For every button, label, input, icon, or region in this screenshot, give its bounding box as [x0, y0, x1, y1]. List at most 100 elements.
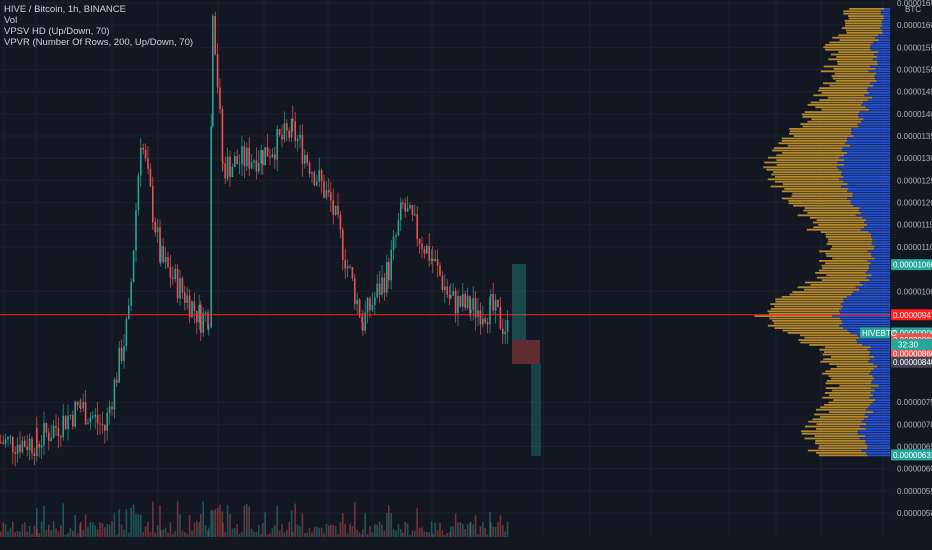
- profile-down-bar: [815, 408, 866, 411]
- profile-down-bar: [825, 252, 872, 255]
- time-axis[interactable]: 1518222529Apr581215192226May4711: [0, 537, 932, 550]
- symbol-tag: [860, 327, 890, 339]
- volume-bar: [283, 532, 286, 537]
- candle-body: [274, 154, 276, 160]
- stop-zone[interactable]: [512, 340, 540, 364]
- profile-up-bar: [869, 353, 890, 356]
- candle-body: [123, 346, 125, 361]
- profile-down-bar: [820, 360, 869, 363]
- volume-bar: [439, 522, 441, 537]
- countdown-label: 32:30: [898, 340, 919, 349]
- volume-bar: [469, 522, 471, 537]
- profile-up-bar: [859, 425, 890, 428]
- candle-body: [356, 299, 358, 305]
- volume-bar: [19, 531, 21, 537]
- indicator-vpsv[interactable]: VPSV HD (Up/Down, 70): [4, 26, 110, 37]
- target-zone[interactable]: [512, 264, 526, 340]
- candle-body: [40, 445, 43, 448]
- profile-down-bar: [823, 65, 871, 68]
- profile-down-bar: [804, 288, 860, 291]
- candle-body: [378, 283, 381, 295]
- profile-down-bar: [818, 444, 868, 447]
- volume-bar: [492, 526, 494, 537]
- profile-up-bar: [839, 310, 890, 313]
- profile-down-bar: [764, 161, 838, 164]
- profile-down-bar: [815, 442, 866, 445]
- candle-body: [57, 427, 60, 437]
- price-tick-label: 0.00000650: [897, 442, 932, 451]
- volume-bar: [395, 530, 397, 537]
- candle-body: [288, 130, 290, 138]
- profile-up-bar: [862, 216, 890, 219]
- profile-down-bar: [773, 322, 843, 325]
- indicator-vpvr[interactable]: VPVR (Number Of Rows, 200, Up/Down, 70): [4, 37, 194, 48]
- price-tick-label: 0.00001100: [897, 243, 932, 252]
- indicator-volume[interactable]: Vol: [4, 15, 18, 26]
- candle-body: [250, 162, 253, 169]
- profile-down-bar: [825, 48, 871, 51]
- candle-body: [418, 239, 421, 244]
- volume-bar: [156, 525, 159, 537]
- profile-up-bar: [867, 447, 890, 449]
- volume-bar: [334, 526, 337, 537]
- profile-up-bar: [880, 27, 890, 29]
- volume-bar: [506, 521, 509, 537]
- volume-bar: [12, 521, 14, 537]
- volume-bar: [311, 532, 313, 537]
- profile-up-bar: [851, 130, 890, 133]
- chart-legend: HIVE / Bitcoin, 1h, BINANCE Vol VPSV HD …: [4, 4, 193, 48]
- profile-up-bar: [867, 99, 890, 101]
- volume-bar: [255, 531, 258, 537]
- volume-bar: [454, 513, 457, 537]
- candle-body: [104, 425, 106, 431]
- candle-body: [50, 437, 52, 442]
- profile-down-bar: [832, 77, 876, 80]
- price-tick-label: 0.00001550: [897, 43, 932, 52]
- profile-up-bar: [872, 394, 890, 397]
- candle-body: [430, 258, 433, 261]
- profile-down-bar: [811, 118, 864, 121]
- volume-bar: [288, 522, 290, 537]
- volume-bar: [260, 533, 262, 537]
- profile-down-bar: [831, 75, 875, 77]
- volume-bar: [470, 521, 472, 537]
- profile-up-bar: [867, 224, 890, 226]
- volume-bar: [266, 534, 269, 537]
- profile-down-bar: [793, 135, 854, 137]
- profile-down-bar: [848, 17, 884, 20]
- forecast-zone[interactable]: [531, 364, 541, 456]
- profile-down-bar: [804, 336, 860, 339]
- profile-down-bar: [829, 84, 874, 87]
- profile-up-bar: [857, 123, 890, 125]
- profile-up-bar: [880, 10, 890, 13]
- profile-up-bar: [866, 276, 890, 279]
- volume-bar: [423, 531, 426, 537]
- candle-body: [89, 417, 92, 423]
- volume-bar: [484, 527, 486, 537]
- profile-up-bar: [853, 135, 890, 137]
- candle-body: [469, 295, 471, 314]
- profile-down-bar: [830, 248, 874, 250]
- candle-body: [94, 414, 96, 417]
- price-badge: [891, 259, 932, 271]
- profile-up-bar: [872, 238, 890, 241]
- price-tick-label: 0.00001250: [897, 176, 932, 185]
- price-axis[interactable]: 0.00001650 0.00001600 0.00001550 0.00001500…: [890, 0, 932, 550]
- profile-up-bar: [857, 113, 890, 116]
- profile-up-bar: [867, 348, 890, 351]
- volume-bar: [358, 532, 361, 537]
- candle-body: [325, 190, 328, 198]
- profile-up-bar: [839, 324, 890, 327]
- candle-body: [294, 121, 296, 141]
- profile-down-bar: [767, 178, 840, 181]
- volume-bar: [392, 529, 395, 537]
- profile-down-bar: [754, 315, 832, 317]
- profile-down-bar: [825, 236, 872, 238]
- volume-bar: [441, 530, 444, 537]
- volume-bar: [386, 512, 388, 537]
- profile-down-bar: [789, 293, 852, 296]
- volume-bar: [36, 508, 38, 537]
- symbol-title[interactable]: HIVE / Bitcoin, 1h, BINANCE: [4, 4, 126, 15]
- profile-up-bar: [861, 120, 890, 123]
